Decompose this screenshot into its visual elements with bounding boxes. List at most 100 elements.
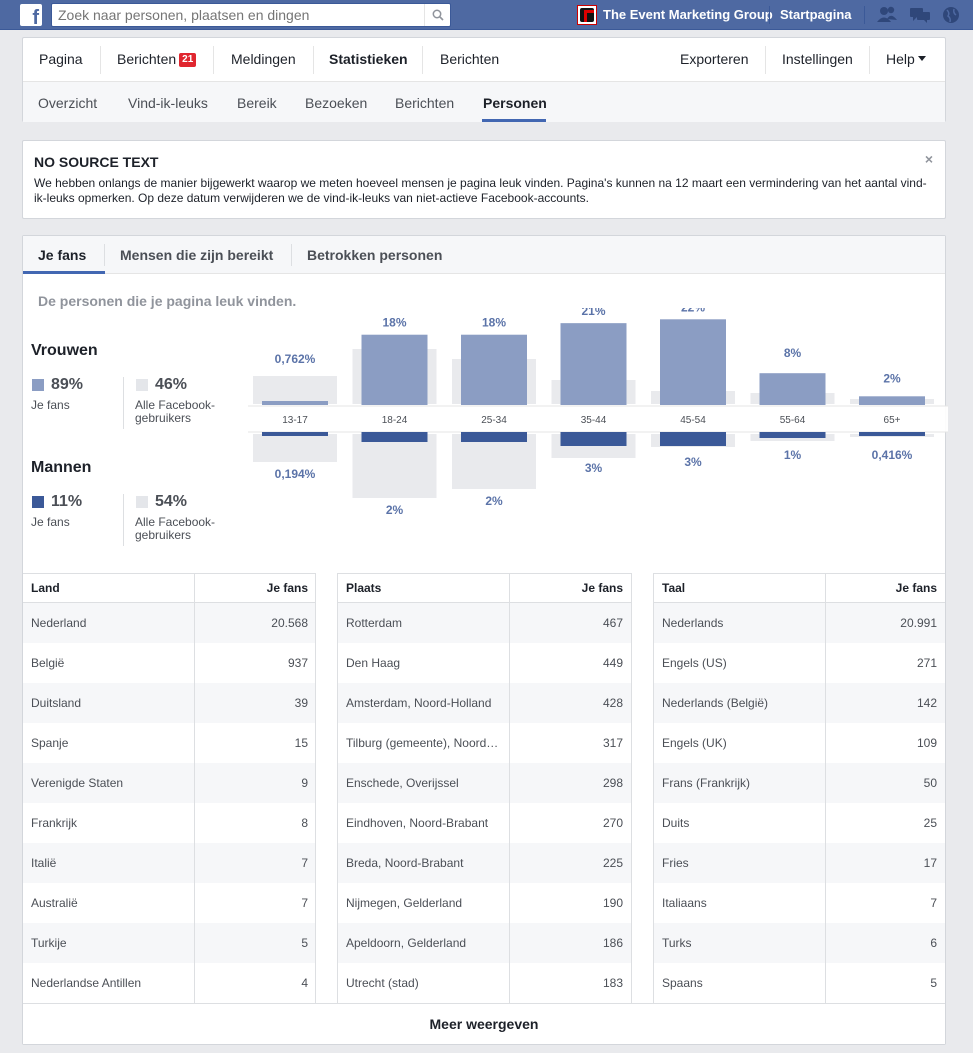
facebook-logo-icon[interactable]: f — [20, 4, 42, 26]
fans-column-header[interactable]: Je fans — [509, 573, 631, 603]
language-name-cell: Fries — [654, 842, 826, 883]
export-button[interactable]: Exporteren — [680, 51, 749, 67]
men-heading: Mannen — [31, 459, 92, 476]
city-name-cell: Rotterdam — [338, 602, 510, 643]
fans-count-cell: 5 — [194, 922, 316, 963]
language-name-cell: Engels (US) — [654, 642, 826, 683]
subtab-bereik[interactable]: Bereik — [237, 95, 277, 111]
women-fans-swatch — [32, 379, 44, 391]
fans-count-cell: 7 — [301, 895, 308, 910]
men-fans-bar — [759, 434, 826, 438]
tab-meldingen[interactable]: Meldingen — [231, 51, 296, 67]
tab-statistieken[interactable]: Statistieken — [329, 51, 408, 67]
settings-button[interactable]: Instellingen — [782, 51, 853, 67]
table-row: Nijmegen, Gelderland 190 — [338, 882, 631, 923]
messages-icon[interactable] — [909, 5, 931, 25]
subtab-vind-ik-leuks[interactable]: Vind-ik-leuks — [128, 95, 208, 111]
tab-pagina[interactable]: Pagina — [39, 51, 83, 67]
women-fans-bar — [262, 401, 328, 404]
country-name-cell: België — [23, 642, 195, 683]
women-fans-bar-edge — [560, 403, 627, 405]
all-users-bar-men — [253, 434, 337, 462]
table-row: Verenigde Staten 9 — [23, 762, 316, 803]
men-fans-bar-edge — [262, 432, 328, 435]
fans-count-cell: 15 — [294, 735, 308, 750]
tab-berichten-inbox[interactable]: Berichten 21 — [117, 51, 197, 67]
table-header-row: Taal Je fans — [654, 573, 945, 603]
notifications-globe-icon[interactable] — [940, 5, 962, 25]
country-column-header[interactable]: Land — [23, 573, 195, 603]
age-tick-label: 55-64 — [780, 415, 806, 426]
subtab-overzicht[interactable]: Overzicht — [38, 95, 98, 111]
women-data-label: 0,762% — [275, 352, 316, 366]
subtab-bezoeken[interactable]: Bezoeken — [305, 95, 368, 111]
men-data-label: 0,194% — [275, 467, 316, 481]
men-fans-bar-edge — [461, 432, 527, 435]
fans-count-cell: 20.568 — [194, 602, 316, 643]
fans-count-cell: 186 — [509, 922, 631, 963]
table-row: Apeldoorn, Gelderland 186 — [338, 922, 631, 963]
language-name-cell: Duits — [654, 802, 826, 843]
divider — [100, 46, 101, 74]
search-input[interactable] — [52, 4, 422, 26]
age-tick-label: 18-24 — [382, 415, 408, 426]
men-fans-swatch — [32, 496, 44, 508]
table-row: Amsterdam, Noord-Holland 428 — [338, 682, 631, 723]
men-all-swatch — [136, 496, 148, 508]
women-fans-bar-edge — [660, 403, 726, 405]
tab-label: Berichten — [117, 51, 177, 67]
men-fans-bar-edge — [759, 432, 826, 435]
tab-betrokken-personen[interactable]: Betrokken personen — [307, 247, 443, 263]
table-row: Nederlandse Antillen 4 — [23, 962, 316, 1003]
women-fans-bar-edge — [262, 403, 328, 405]
table-row: Spanje 15 — [23, 722, 316, 763]
language-column-header[interactable]: Taal — [654, 573, 826, 603]
tab-mensen-bereikt[interactable]: Mensen die zijn bereikt — [120, 247, 274, 263]
language-name-cell: Nederlands — [654, 602, 826, 643]
fans-column-header[interactable]: Je fans — [194, 573, 316, 603]
age-axis-band — [248, 406, 948, 432]
men-data-label: 1% — [784, 448, 802, 462]
women-fans-bar-edge — [859, 403, 925, 405]
table-row: Australië 7 — [23, 882, 316, 923]
subtab-berichten[interactable]: Berichten — [395, 95, 455, 111]
country-table: Land Je fans Nederland 20.568 België 937 Duits… — [23, 573, 316, 1003]
table-row: Italië 7 — [23, 842, 316, 883]
search-icon[interactable] — [424, 4, 450, 26]
page-navigation: Pagina Berichten 21 Meldingen Statistieke… — [22, 37, 946, 122]
table-row: Breda, Noord-Brabant 225 — [338, 842, 631, 883]
fans-count-cell: 50 — [825, 762, 945, 803]
table-row: Turkije 5 — [23, 922, 316, 963]
women-all-swatch — [136, 379, 148, 391]
city-name-cell: Tilburg (gemeente), Noord… — [338, 722, 510, 763]
city-name-cell: Utrecht (stad) — [338, 962, 510, 1003]
men-fans-percent: 11% — [51, 493, 83, 510]
help-dropdown[interactable]: Help — [886, 51, 926, 67]
city-column-header[interactable]: Plaats — [338, 573, 510, 603]
table-row: Frankrijk 8 — [23, 802, 316, 843]
subtab-personen[interactable]: Personen — [483, 95, 547, 111]
friend-requests-icon[interactable] — [876, 5, 898, 25]
divider — [313, 46, 314, 74]
fans-count-cell: 9 — [194, 762, 316, 803]
close-icon[interactable]: × — [924, 151, 933, 167]
country-name-cell: Nederlandse Antillen — [23, 962, 195, 1003]
tab-je-fans[interactable]: Je fans — [38, 247, 87, 263]
country-name-cell: Frankrijk — [23, 802, 195, 843]
tab-berichten-posts[interactable]: Berichten — [440, 51, 500, 67]
help-label: Help — [886, 51, 915, 67]
show-more-button[interactable]: Meer weergeven — [23, 1003, 945, 1044]
table-row: Duits 25 — [654, 802, 945, 843]
table-row: Den Haag 449 — [338, 642, 631, 683]
women-fans-bar — [560, 323, 627, 404]
org-name-link[interactable]: The Event Marketing Group — [603, 7, 773, 22]
men-fans-bar-edge — [859, 432, 925, 435]
home-link[interactable]: Startpagina — [780, 7, 852, 22]
language-name-cell: Frans (Frankrijk) — [654, 762, 826, 803]
all-users-bar-women — [253, 376, 337, 404]
org-logo-icon[interactable] — [577, 5, 597, 25]
section-description: De personen die je pagina leuk vinden. — [38, 293, 297, 309]
label-line: gebruikers — [135, 528, 192, 542]
country-name-cell: Verenigde Staten — [23, 762, 195, 803]
fans-column-header[interactable]: Je fans — [825, 573, 945, 603]
